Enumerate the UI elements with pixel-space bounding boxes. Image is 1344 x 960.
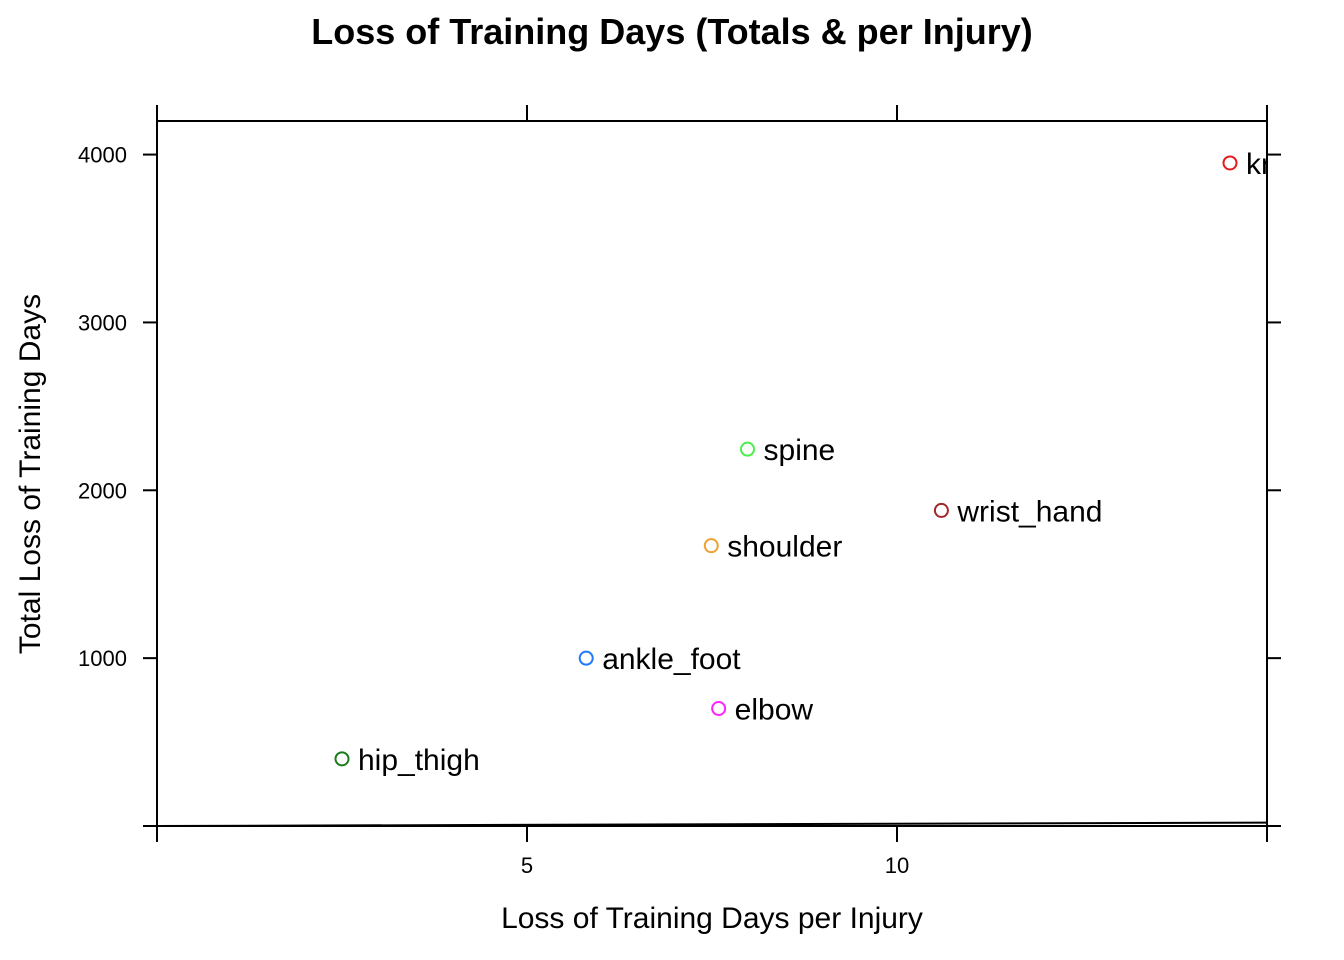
y-axis: 1000 2000 3000 4000	[78, 143, 1281, 827]
point-label-spine: spine	[764, 434, 836, 467]
point-ankle_foot	[578, 650, 594, 666]
point-label-wrist_hand: wrist_hand	[956, 495, 1102, 528]
point-knee	[1222, 155, 1238, 171]
plot-frame	[156, 120, 1268, 827]
point-spine	[740, 441, 756, 457]
point-label-shoulder: shoulder	[727, 531, 842, 564]
chart-title: Loss of Training Days (Totals & per Inju…	[311, 11, 1032, 52]
point-label-elbow: elbow	[735, 694, 814, 727]
point-label-knee: knee	[1246, 148, 1311, 181]
point-label-ankle_foot: ankle_foot	[602, 643, 741, 676]
x-tick-label: 10	[885, 853, 909, 878]
data-points: knee spine wrist_hand shoulder ankle_footelb…	[334, 148, 1311, 777]
reference-line	[156, 821, 1268, 827]
y-axis-label: Total Loss of Training Days	[14, 294, 47, 654]
y-tick-label: 3000	[78, 310, 127, 335]
point-elbow	[711, 701, 727, 716]
y-tick-label: 4000	[78, 143, 127, 168]
point-shoulder	[703, 538, 719, 554]
x-axis: 5 10	[156, 105, 1268, 878]
x-tick-label: 5	[521, 853, 533, 878]
y-tick-label: 1000	[78, 646, 127, 671]
point-wrist_hand	[933, 502, 949, 518]
x-axis-label: Loss of Training Days per Injury	[501, 902, 923, 935]
y-tick-label: 2000	[78, 478, 127, 503]
point-hip_thigh	[334, 751, 350, 767]
point-label-hip_thigh: hip_thigh	[358, 744, 480, 777]
